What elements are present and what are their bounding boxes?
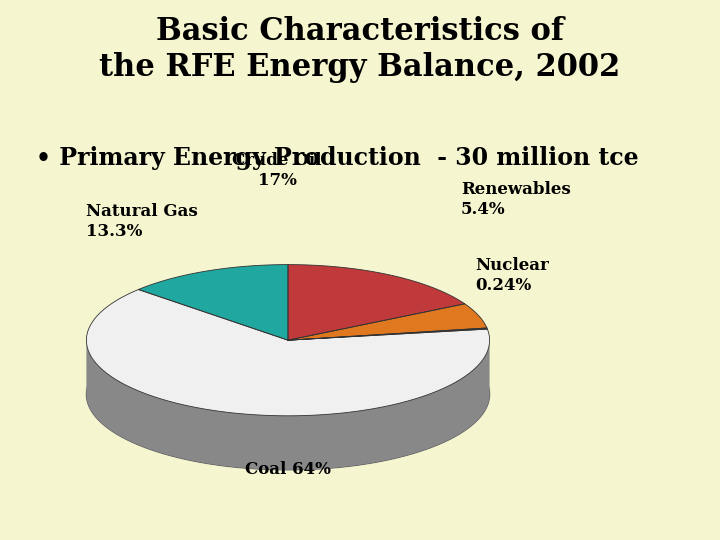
Polygon shape — [86, 319, 490, 470]
Text: Coal 64%: Coal 64% — [245, 461, 331, 478]
Text: • Primary Energy Production  - 30 million tce: • Primary Energy Production - 30 million… — [36, 146, 639, 170]
Polygon shape — [86, 341, 490, 470]
Text: Basic Characteristics of
the RFE Energy Balance, 2002: Basic Characteristics of the RFE Energy … — [99, 16, 621, 83]
Polygon shape — [138, 265, 288, 340]
Text: Crude Oil
17%: Crude Oil 17% — [233, 152, 322, 189]
Polygon shape — [86, 289, 490, 416]
Text: Renewables
5.4%: Renewables 5.4% — [461, 181, 570, 218]
Polygon shape — [288, 304, 487, 340]
Text: Natural Gas
13.3%: Natural Gas 13.3% — [86, 203, 198, 240]
Polygon shape — [288, 265, 464, 340]
Text: Nuclear
0.24%: Nuclear 0.24% — [475, 257, 549, 294]
Polygon shape — [288, 328, 487, 340]
